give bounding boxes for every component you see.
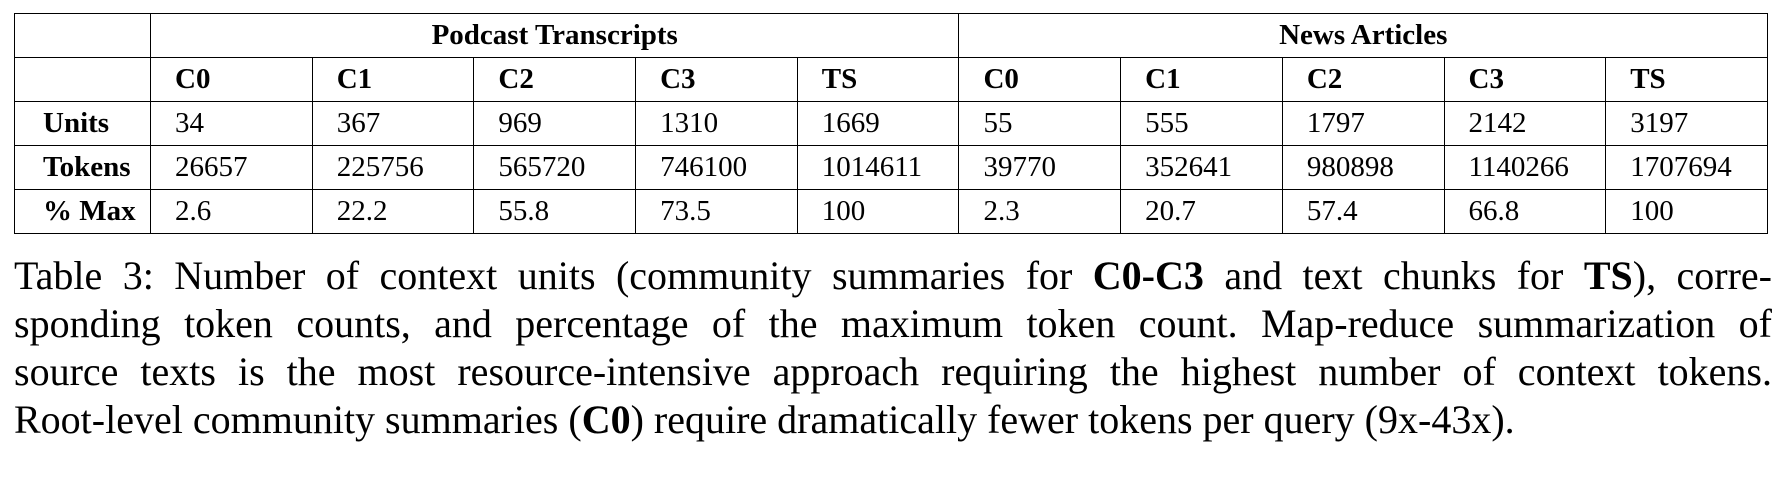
table-cell: 565720 <box>473 145 637 190</box>
table-cell: 352641 <box>1120 145 1283 190</box>
caption-line: Table 3: Number of context units (commun… <box>14 252 1772 300</box>
group-header-row: Podcast Transcripts News Articles <box>14 13 1768 58</box>
table-cell: 57.4 <box>1281 189 1445 234</box>
table-cell: 66.8 <box>1443 189 1607 234</box>
caption-text: ) require dramatically fewer tokens per … <box>630 397 1515 442</box>
context-units-table: Podcast Transcripts News Articles C0 C1 … <box>14 13 1768 234</box>
column-header: C3 <box>635 57 798 102</box>
table-cell: 34 <box>150 101 313 146</box>
column-header: C3 <box>1443 57 1607 102</box>
table-cell: 2142 <box>1443 101 1607 146</box>
column-header: C1 <box>1120 57 1283 102</box>
table-cell: 3197 <box>1605 101 1768 146</box>
caption-line: source texts is the most resource-intens… <box>14 349 1772 394</box>
group-header-news: News Articles <box>958 13 1768 58</box>
table-cell: 1014611 <box>796 145 960 190</box>
column-header: C2 <box>1281 57 1445 102</box>
table-row-percent-max: % Max 2.6 22.2 55.8 73.5 100 2.3 20.7 57… <box>14 189 1768 234</box>
caption-bold-text: C0-C3 <box>1092 253 1204 298</box>
caption-bold-text: C0 <box>581 397 631 442</box>
table-cell: 367 <box>311 101 475 146</box>
table-cell: 1707694 <box>1605 145 1768 190</box>
table-cell: 100 <box>1605 189 1768 234</box>
table-row-tokens: Tokens 26657 225756 565720 746100 101461… <box>14 145 1768 190</box>
table-cell: 1140266 <box>1443 145 1607 190</box>
table-cell: 969 <box>473 101 637 146</box>
table-cell: 2.6 <box>150 189 313 234</box>
column-header: TS <box>1605 57 1768 102</box>
column-header-row: C0 C1 C2 C3 TS C0 C1 C2 C3 TS <box>14 57 1768 102</box>
caption-bold-text: TS <box>1583 253 1633 298</box>
table-cell: 39770 <box>958 145 1122 190</box>
corner-cell <box>14 57 151 102</box>
caption-line: sponding token counts, and percentage of… <box>14 301 1772 346</box>
column-header: TS <box>796 57 960 102</box>
table-cell: 73.5 <box>635 189 798 234</box>
table-cell: 2.3 <box>958 189 1122 234</box>
table-cell: 1797 <box>1281 101 1445 146</box>
table-cell: 100 <box>796 189 960 234</box>
column-header: C2 <box>473 57 637 102</box>
caption-text: Table 3: Number of context units (commun… <box>14 253 1093 298</box>
caption-text: ), corre- <box>1632 253 1773 298</box>
row-label: Tokens <box>14 145 151 190</box>
table-cell: 225756 <box>311 145 475 190</box>
table-cell: 26657 <box>150 145 313 190</box>
table-cell: 55.8 <box>473 189 637 234</box>
row-label: % Max <box>14 189 151 234</box>
table-caption: Table 3: Number of context units (commun… <box>14 252 1772 444</box>
table-cell: 746100 <box>635 145 798 190</box>
column-header: C1 <box>311 57 475 102</box>
table-cell: 22.2 <box>311 189 475 234</box>
table-cell: 55 <box>958 101 1122 146</box>
caption-text: and text chunks for <box>1203 253 1584 298</box>
table-cell: 1669 <box>796 101 960 146</box>
column-header: C0 <box>150 57 313 102</box>
table-cell: 1310 <box>635 101 798 146</box>
table-row-units: Units 34 367 969 1310 1669 55 555 1797 2… <box>14 101 1768 146</box>
table-cell: 555 <box>1120 101 1283 146</box>
table-cell: 20.7 <box>1120 189 1283 234</box>
caption-text: Root-level community summaries ( <box>14 397 582 442</box>
caption-line: Root-level community summaries (C0) requ… <box>14 396 1772 444</box>
column-header: C0 <box>958 57 1122 102</box>
corner-cell <box>14 13 151 58</box>
group-header-podcast: Podcast Transcripts <box>149 13 960 58</box>
table-cell: 980898 <box>1281 145 1445 190</box>
row-label: Units <box>14 101 151 146</box>
